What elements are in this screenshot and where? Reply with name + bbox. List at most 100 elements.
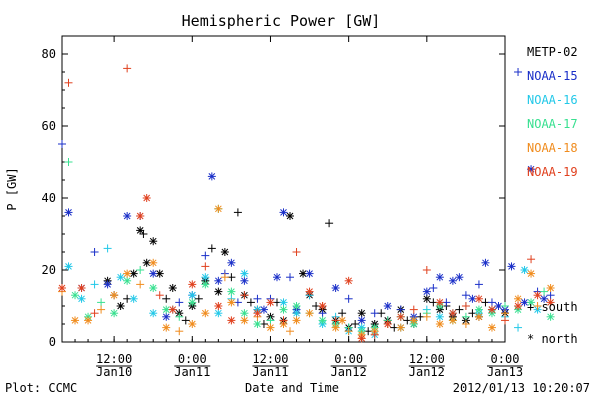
x-tick-time-label: 12:00 — [409, 352, 445, 366]
south-marker — [540, 287, 549, 296]
x-tick-date-label: Jan10 — [96, 365, 132, 379]
north-marker — [64, 262, 73, 271]
south-marker — [97, 305, 106, 314]
x-tick-time-label: 0:00 — [334, 352, 363, 366]
north-marker — [266, 298, 275, 307]
north-marker — [357, 316, 366, 325]
south-marker — [266, 316, 275, 325]
north-marker — [123, 269, 132, 278]
north-marker — [136, 212, 145, 220]
south-marker — [461, 291, 470, 300]
north-marker — [64, 208, 73, 217]
north-marker — [318, 316, 327, 325]
north-marker — [149, 237, 158, 246]
north-marker — [149, 284, 158, 292]
south-marker — [181, 316, 190, 325]
south-marker — [90, 248, 99, 256]
legend-entry: NOAA-17 — [527, 117, 578, 131]
x-tick-date-label: Jan11 — [174, 365, 210, 379]
south-marker — [58, 140, 66, 148]
north-marker — [286, 212, 295, 220]
north-marker — [162, 323, 171, 332]
north-marker — [331, 323, 340, 332]
north-marker — [240, 316, 249, 325]
legend-entry: NOAA-15 — [527, 69, 578, 83]
north-marker — [435, 273, 444, 282]
south-marker — [279, 316, 288, 325]
north-marker — [533, 291, 542, 300]
north-marker — [546, 284, 555, 292]
north-marker — [58, 284, 66, 292]
south-marker — [201, 262, 210, 271]
north-marker — [123, 276, 132, 285]
north-marker — [188, 291, 197, 300]
north-marker — [527, 298, 536, 307]
x-axis-label: Date and Time — [245, 381, 339, 395]
south-marker — [136, 280, 145, 289]
north-marker — [487, 323, 496, 332]
north-marker — [422, 294, 431, 303]
x-tick-date-label: Jan11 — [252, 365, 288, 379]
south-marker — [351, 320, 360, 328]
north-marker — [344, 276, 353, 285]
legend-entry: NOAA-18 — [527, 141, 578, 155]
south-marker — [461, 320, 470, 328]
x-axis-ticks: 12:00Jan100:00Jan1112:00Jan110:00Jan1212… — [61, 36, 523, 379]
north-marker — [474, 305, 483, 314]
timestamp: 2012/01/13 10:20:07 — [453, 381, 590, 395]
south-marker — [487, 298, 496, 307]
north-marker — [214, 287, 223, 296]
north-marker — [214, 309, 223, 318]
south-marker — [461, 302, 470, 310]
legend-entry: METP-02 — [527, 45, 578, 59]
north-marker — [396, 323, 405, 332]
south-marker — [409, 305, 418, 314]
north-marker — [188, 298, 197, 307]
south-marker — [546, 291, 555, 300]
north-marker — [292, 309, 301, 318]
south-marker — [246, 298, 255, 307]
south-marker — [514, 323, 523, 332]
north-marker — [240, 269, 249, 278]
north-marker — [149, 258, 158, 267]
north-marker — [435, 298, 444, 307]
south-marker — [455, 305, 464, 314]
north-marker — [474, 312, 483, 321]
north-marker — [142, 194, 151, 202]
south-marker — [162, 294, 171, 303]
north-marker — [253, 320, 262, 328]
north-marker — [240, 276, 249, 285]
north-marker — [514, 302, 523, 310]
south-marker — [220, 273, 229, 282]
south-marker — [201, 251, 210, 260]
north-marker — [188, 320, 197, 328]
north-marker — [214, 302, 223, 310]
north-marker — [110, 291, 119, 300]
south-marker — [139, 230, 148, 238]
north-marker — [546, 298, 555, 307]
south-marker — [64, 78, 73, 87]
data-points — [58, 64, 555, 343]
north-marker — [162, 305, 171, 314]
north-marker — [422, 287, 431, 296]
south-marker — [253, 294, 262, 303]
south-marker — [90, 280, 99, 289]
north-marker — [272, 273, 281, 282]
south-marker — [501, 316, 509, 325]
north-marker — [188, 280, 197, 289]
north-marker — [214, 276, 223, 285]
south-marker — [123, 64, 132, 73]
x-tick-time-label: 12:00 — [96, 352, 132, 366]
north-marker — [318, 302, 327, 310]
north-marker — [527, 165, 536, 174]
north-marker — [136, 226, 145, 235]
north-marker — [305, 287, 314, 296]
north-marker — [383, 320, 392, 328]
y-axis-label: P [GW] — [5, 167, 19, 210]
north-marker — [514, 294, 523, 303]
south-marker — [501, 309, 509, 318]
north-marker — [292, 302, 301, 310]
north-marker — [331, 284, 340, 292]
south-marker — [533, 302, 542, 310]
